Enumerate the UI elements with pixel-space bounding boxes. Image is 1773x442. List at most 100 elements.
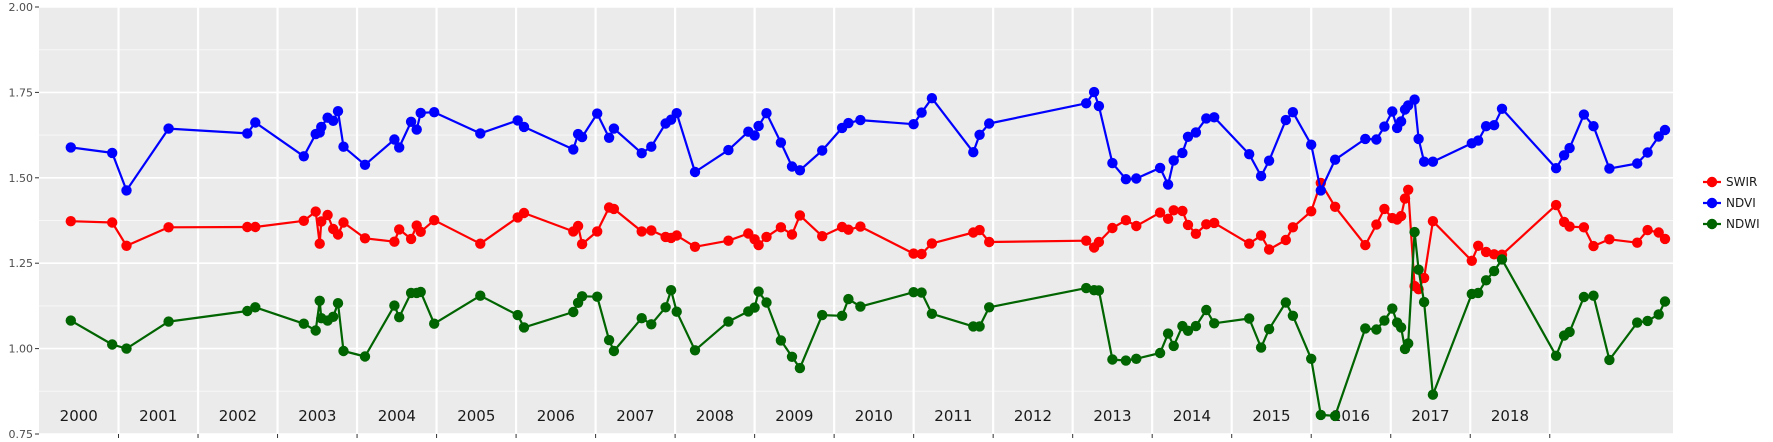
data-point [1395,322,1407,333]
year-label: 2007 [616,407,654,425]
data-point [1315,409,1327,421]
data-point [298,215,309,226]
data-point [1329,154,1341,165]
data-point [1177,147,1188,159]
data-point [1413,133,1424,145]
data-point [1280,297,1292,308]
series-swir [65,177,1671,295]
data-point [636,313,647,324]
data-point [1120,355,1132,366]
data-point [689,345,701,356]
data-point [671,230,682,241]
data-point [415,107,426,119]
data-point [908,119,919,130]
data-point [608,203,620,215]
data-point [1578,109,1590,120]
data-point [1107,157,1118,169]
data-point [794,165,806,176]
year-label: 2016 [1332,407,1370,425]
legend-label: NDWI [1726,217,1760,231]
year-label: 2000 [60,407,98,425]
data-point [1209,318,1220,329]
data-point [1550,163,1562,174]
data-point [163,222,174,233]
data-point [1642,147,1653,158]
data-point [1360,323,1371,334]
y-tick-label: 1.50 [9,172,34,185]
data-point [1409,94,1420,105]
data-point [1120,174,1132,185]
data-point [974,224,985,236]
data-point [1473,240,1484,251]
data-point [1201,113,1212,124]
data-point [1131,173,1142,184]
series-ndwi [65,226,1671,422]
data-point [753,239,764,251]
y-tick-label: 1.75 [9,86,34,99]
data-point [65,142,77,153]
data-point [1168,155,1179,166]
data-point [916,248,927,260]
data-point [1632,237,1643,248]
data-point [968,147,979,158]
data-point [1427,389,1439,400]
data-point [1564,326,1575,338]
data-point [1154,162,1166,174]
data-point [1642,224,1653,236]
data-point [608,345,620,357]
year-label: 2012 [1014,407,1052,425]
data-point [723,144,734,156]
data-point [689,241,701,252]
data-point [984,302,995,313]
data-point [608,123,620,134]
data-point [1395,210,1407,222]
data-point [974,321,985,332]
data-point [359,351,371,362]
data-point [1287,107,1299,118]
data-point [518,322,530,333]
data-point [107,147,118,159]
data-point [1496,254,1508,265]
data-point [855,301,866,312]
grid-major [39,6,1673,435]
data-point [1653,131,1664,142]
year-label: 2004 [378,407,416,425]
data-point [749,302,760,313]
data-point [415,226,426,237]
data-point [1379,121,1390,132]
legend-item-swir: SWIR [1703,175,1757,189]
data-point [1154,207,1166,218]
data-point [1558,150,1570,161]
data-point [65,315,77,326]
data-point [1329,410,1341,422]
data-point [1209,217,1220,229]
legend: SWIR NDVI NDWI [1703,175,1760,231]
y-tick-label: 2.00 [9,1,34,14]
year-label: 2010 [855,407,893,425]
data-point [121,343,132,354]
year-label: 2008 [696,407,734,425]
data-point [250,117,261,128]
data-point [518,121,530,133]
data-point [1379,203,1390,215]
data-point [1578,291,1590,303]
data-point [1632,317,1643,328]
data-point [1418,156,1430,167]
data-point [817,145,828,156]
data-point [328,311,339,322]
data-point [1387,303,1398,314]
data-point [1263,155,1275,166]
legend-key-point [1706,176,1718,188]
data-point [1244,238,1255,249]
y-tick-label: 1.25 [9,257,34,270]
year-label: 2015 [1252,407,1290,425]
data-point [753,286,764,297]
data-point [1182,131,1194,142]
data-point [843,293,854,305]
data-point [1093,100,1105,112]
data-point [1488,265,1500,277]
data-point [394,312,405,323]
data-point [786,161,798,172]
data-point [723,316,734,327]
